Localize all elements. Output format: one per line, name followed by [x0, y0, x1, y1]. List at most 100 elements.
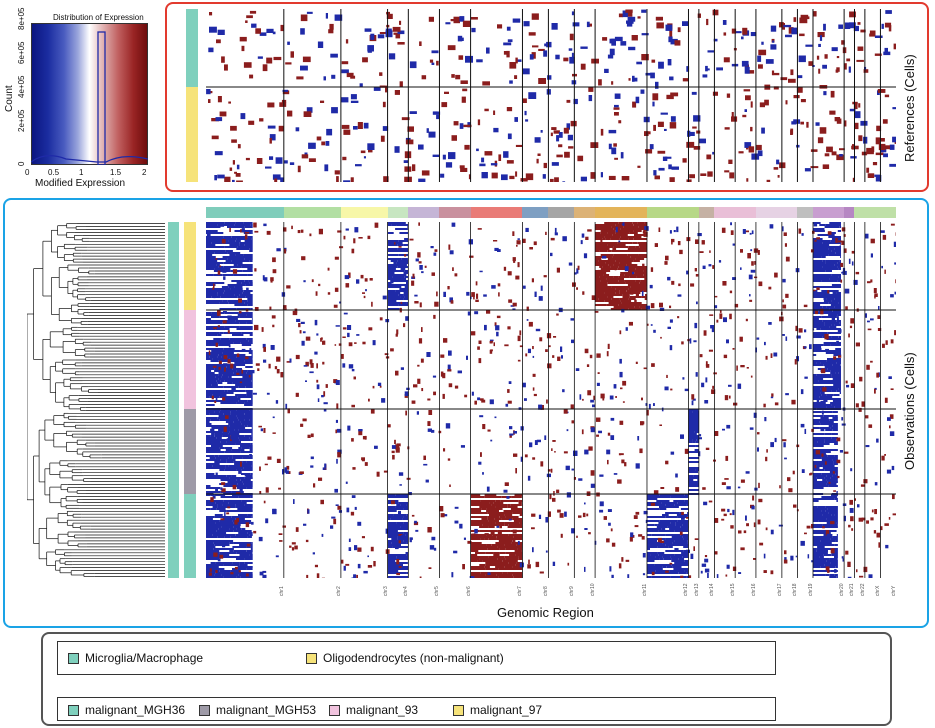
observation-cell: [274, 366, 278, 370]
observation-cell: [387, 284, 401, 286]
observation-cell: [261, 327, 264, 332]
observation-cell: [220, 338, 230, 340]
observation-cell: [610, 417, 615, 421]
observation-cell: [383, 470, 388, 473]
observation-cell: [206, 566, 219, 568]
observation-cell: [823, 342, 837, 344]
observation-cell: [813, 570, 831, 572]
observation-cell: [549, 494, 552, 500]
observation-cell: [475, 281, 478, 286]
reference-cell: [523, 21, 530, 27]
observation-cell: [699, 251, 704, 253]
observation-cell: [517, 262, 520, 268]
observation-cell: [239, 544, 253, 546]
observation-cell: [280, 372, 284, 378]
observation-cell: [705, 447, 710, 450]
observation-cell: [215, 488, 218, 492]
observation-cell: [820, 428, 825, 432]
observation-cell: [485, 568, 499, 570]
observation-cell: [350, 511, 355, 516]
observation-cell: [566, 429, 569, 432]
observation-cell: [714, 551, 718, 555]
reference-cell: [493, 127, 499, 133]
observation-cell: [467, 540, 472, 544]
observation-cell: [813, 487, 824, 489]
observation-cell: [688, 471, 699, 473]
observation-cell: [826, 479, 838, 481]
observation-cell: [454, 506, 459, 509]
observation-cell: [801, 469, 805, 473]
observation-cell: [531, 278, 534, 283]
observation-cell: [230, 536, 248, 538]
observation-cell: [229, 477, 245, 479]
observation-cell: [688, 437, 699, 439]
observation-cell: [757, 447, 759, 452]
observation-cell: [206, 526, 222, 528]
observation-cell: [515, 558, 519, 560]
observation-cell: [647, 540, 657, 542]
observation-cell: [503, 510, 523, 512]
observation-cell: [215, 376, 222, 378]
observation-cell: [398, 502, 409, 504]
observation-cell: [395, 494, 409, 496]
observation-cell: [241, 282, 250, 284]
observation-cell: [594, 311, 599, 313]
observation-cell: [470, 536, 485, 538]
observation-cell: [243, 532, 247, 535]
observation-cell: [224, 326, 240, 328]
observation-cell: [553, 336, 557, 338]
observation-cell: [363, 295, 366, 299]
observation-cell: [490, 572, 503, 574]
observation-cell: [227, 359, 231, 364]
reference-cell: [269, 138, 272, 144]
observation-cell: [647, 554, 651, 556]
observation-cell: [699, 434, 702, 437]
observation-cell: [217, 292, 224, 294]
reference-cell: [537, 153, 541, 156]
observation-cell: [263, 277, 268, 282]
observation-cell: [604, 228, 607, 231]
observation-cell: [836, 437, 841, 442]
observation-cell: [680, 508, 689, 510]
observation-cell: [692, 411, 699, 413]
observation-cell: [206, 494, 211, 496]
observation-cell: [269, 306, 272, 310]
chromosome-label: chr1: [278, 586, 285, 596]
observation-cell: [813, 439, 825, 441]
observation-cell: [217, 270, 221, 275]
observation-cell: [687, 540, 689, 542]
observation-cell: [613, 276, 619, 278]
reference-cell: [320, 100, 325, 103]
observation-cell: [514, 550, 522, 552]
observation-cell: [687, 514, 689, 516]
reference-cell: [614, 112, 619, 116]
observation-cell: [714, 518, 719, 523]
observation-cell: [798, 228, 802, 234]
reference-cell: [367, 143, 375, 150]
observation-cell: [626, 290, 644, 292]
observation-cell: [803, 346, 807, 349]
observation-cell: [398, 540, 401, 544]
observation-cell: [433, 252, 437, 256]
reference-cell: [266, 57, 273, 64]
reference-cell: [580, 46, 588, 49]
observation-cell: [611, 286, 627, 288]
reference-cell: [409, 111, 417, 114]
observation-cell: [648, 403, 651, 409]
observation-cell: [480, 500, 491, 502]
reference-cell: [848, 66, 851, 73]
reference-cell: [632, 101, 637, 108]
observation-cell: [486, 486, 490, 492]
observation-cell: [514, 538, 523, 540]
observation-cell: [501, 518, 513, 520]
observation-cell: [688, 451, 699, 453]
observation-cell: [783, 559, 788, 564]
observation-cell: [483, 294, 487, 297]
observation-cell: [813, 223, 818, 227]
observation-cell: [671, 240, 673, 245]
observation-cell: [580, 240, 583, 245]
observation-cell: [487, 572, 491, 575]
observation-cell: [647, 530, 659, 532]
reference-cell: [669, 29, 673, 37]
observation-cell: [602, 255, 607, 259]
